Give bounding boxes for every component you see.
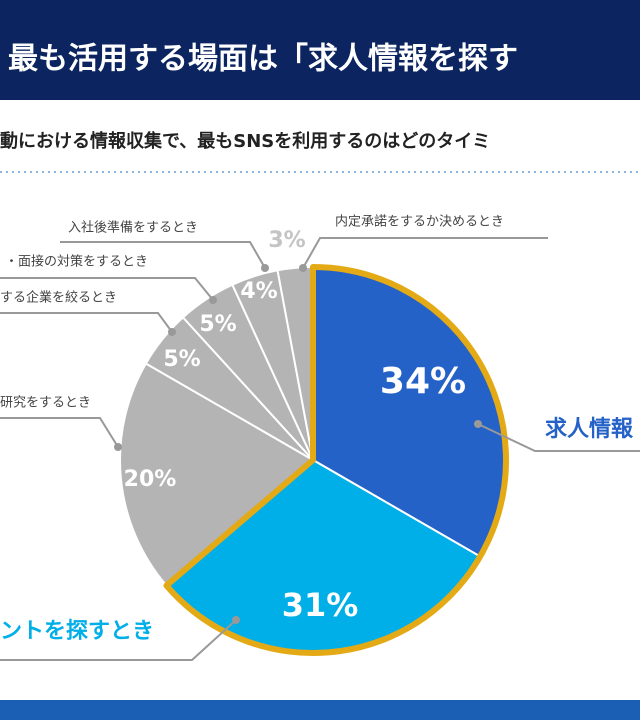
footer-band — [0, 700, 640, 720]
leader-dot — [299, 264, 307, 272]
leader-line — [302, 237, 548, 269]
category-label: 研究をするとき — [0, 396, 91, 411]
leader-dot — [261, 264, 269, 272]
category-label: 求人情報 — [545, 416, 634, 442]
pie-slice — [119, 362, 315, 587]
value-label: 20% — [124, 467, 177, 492]
leader-line — [0, 312, 173, 333]
leader-line — [477, 423, 640, 452]
value-label: 5% — [199, 312, 236, 337]
value-label: 5% — [163, 347, 200, 372]
category-label: ントを探すとき — [0, 618, 154, 644]
leader-dot — [209, 296, 217, 304]
leader-dot — [168, 328, 176, 336]
chart-subtitle: 動における情報収集で、最もSNSを利用するのはどのタイミ — [0, 130, 490, 152]
leader-dot — [114, 443, 122, 451]
category-label: 入社後準備をするとき — [68, 220, 198, 236]
category-label: 内定承諾をするか決めるとき — [335, 214, 504, 230]
category-label: ・面接の対策をするとき — [5, 254, 148, 270]
value-label: 4% — [240, 279, 277, 304]
leader-dot — [474, 420, 482, 428]
leader-line — [0, 417, 119, 448]
header-band — [0, 0, 640, 100]
highlight-outline — [163, 264, 509, 656]
leader-line — [60, 241, 266, 269]
leader-line — [0, 619, 237, 661]
leader-line — [0, 277, 214, 301]
header-title: 最も活用する場面は「求人情報を探す — [8, 42, 518, 77]
value-label: 34% — [380, 361, 466, 402]
leader-dot — [232, 616, 240, 624]
value-label: 3% — [268, 228, 305, 253]
value-label: 31% — [282, 586, 359, 624]
category-label: する企業を絞るとき — [0, 290, 117, 306]
